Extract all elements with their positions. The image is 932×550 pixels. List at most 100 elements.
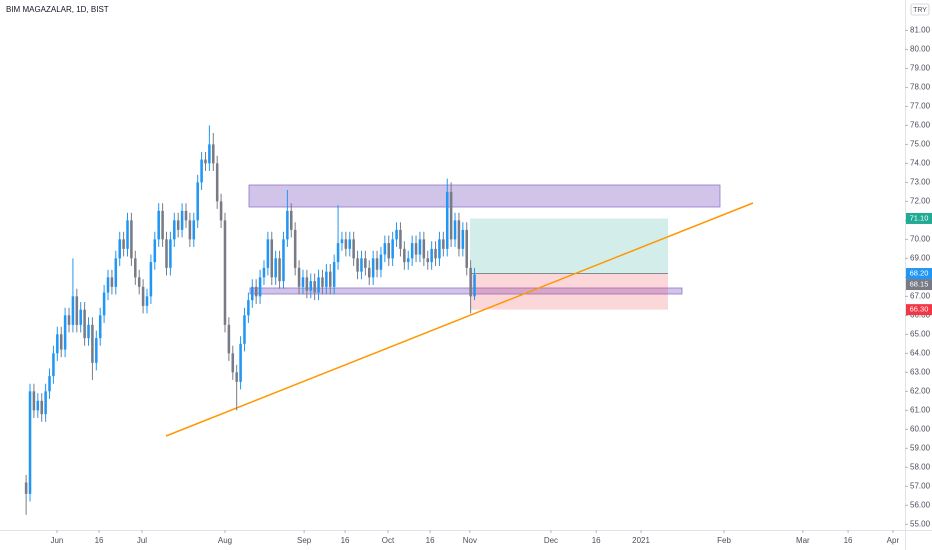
candle-body xyxy=(102,292,106,316)
y-tick-label: 80.00 xyxy=(910,45,931,54)
candle-body xyxy=(40,400,43,415)
y-tick-label: 57.00 xyxy=(910,481,931,490)
candle-body xyxy=(442,239,445,249)
candle-body xyxy=(95,338,98,363)
candle-body xyxy=(59,334,63,350)
candle-body xyxy=(24,482,28,494)
x-tick-label: Aug xyxy=(218,536,232,545)
candle-body xyxy=(134,258,137,278)
x-tick-label: 16 xyxy=(592,536,601,545)
y-tick-label: 78.00 xyxy=(910,82,931,91)
candle-body xyxy=(340,239,344,244)
candle-body xyxy=(212,144,215,164)
candle-body xyxy=(426,258,430,263)
candle-body xyxy=(98,315,102,339)
candle-body xyxy=(32,391,36,411)
y-tick-label: 59.00 xyxy=(910,443,931,452)
candle-body xyxy=(91,324,94,363)
x-tick-label: Oct xyxy=(382,536,395,545)
candle-body xyxy=(180,210,184,230)
candle-body xyxy=(461,229,465,249)
candle-body xyxy=(52,353,55,377)
candle-body xyxy=(153,239,157,263)
y-tick-label: 61.00 xyxy=(910,405,931,414)
x-tick-label: Dec xyxy=(544,536,558,545)
candle-body xyxy=(395,229,398,240)
candle-body xyxy=(293,229,297,268)
y-tick-label: 81.00 xyxy=(910,26,931,35)
candle-body xyxy=(239,343,242,382)
candle-body xyxy=(332,262,336,287)
candle-body xyxy=(173,220,176,240)
candle-body xyxy=(196,182,199,221)
candle-body xyxy=(375,258,379,270)
candle-body xyxy=(247,300,250,316)
price-label: 68.15 xyxy=(910,280,929,289)
x-tick-label: 16 xyxy=(426,536,435,545)
y-tick-label: 56.00 xyxy=(910,500,931,509)
candle-body xyxy=(75,296,79,325)
candle-body xyxy=(449,191,453,240)
resistance-zone xyxy=(248,184,721,208)
candle-body xyxy=(223,220,227,325)
candle-body xyxy=(161,210,164,240)
x-tick-label: Nov xyxy=(463,536,477,545)
candle-body xyxy=(251,286,254,301)
candle-body xyxy=(364,258,367,268)
candle-body xyxy=(278,258,281,282)
candle-body xyxy=(36,400,40,411)
candle-body xyxy=(219,201,223,221)
y-tick-label: 60.00 xyxy=(910,424,931,433)
trend-line xyxy=(165,202,754,437)
candle-body xyxy=(317,277,320,293)
candle-body xyxy=(118,239,121,259)
candle-body xyxy=(79,309,82,325)
support-zone xyxy=(249,287,683,295)
candle-body xyxy=(28,391,32,494)
candle-body xyxy=(290,210,293,230)
candle-body xyxy=(192,220,196,240)
x-tick-label: Apr xyxy=(887,536,900,545)
candle-body xyxy=(356,258,359,272)
candle-body xyxy=(391,239,394,259)
candle-body xyxy=(418,239,422,255)
profit-zone xyxy=(470,218,668,274)
candle-body xyxy=(360,258,363,272)
candle-body xyxy=(348,239,352,249)
candle-body xyxy=(114,258,118,287)
candle-body xyxy=(406,258,410,263)
candle-body xyxy=(67,315,71,325)
candle-body xyxy=(200,159,203,183)
candle-body xyxy=(410,243,414,259)
candle-body xyxy=(254,286,258,297)
x-tick-label: Sep xyxy=(297,536,312,545)
candle-body xyxy=(473,274,476,297)
candle-body xyxy=(399,229,402,249)
candle-body xyxy=(309,281,313,291)
y-tick-label: 70.00 xyxy=(910,234,931,243)
candle-body xyxy=(176,220,180,230)
y-tick-label: 55.00 xyxy=(910,519,931,528)
y-tick-label: 67.00 xyxy=(910,291,931,300)
candle-body xyxy=(106,277,110,293)
price-label-box xyxy=(906,268,932,280)
chart-title: BIM MAGAZALAR, 1D, BIST xyxy=(6,5,109,14)
candle-body xyxy=(157,210,160,240)
x-tick-label: 2021 xyxy=(632,536,650,545)
candle-body xyxy=(235,372,238,382)
price-label-box xyxy=(906,304,932,316)
y-tick-label: 63.00 xyxy=(910,367,931,376)
candle-body xyxy=(457,220,461,249)
candle-body xyxy=(215,163,219,202)
candle-body xyxy=(48,376,51,392)
y-tick-label: 75.00 xyxy=(910,139,931,148)
x-tick-label: Mar xyxy=(796,536,810,545)
price-label-box xyxy=(906,279,932,291)
y-tick-label: 58.00 xyxy=(910,462,931,471)
candle-body xyxy=(321,277,324,287)
candle-body xyxy=(371,258,375,278)
candle-body xyxy=(262,267,266,278)
candle-body xyxy=(325,271,328,287)
currency: TRY xyxy=(913,7,927,14)
